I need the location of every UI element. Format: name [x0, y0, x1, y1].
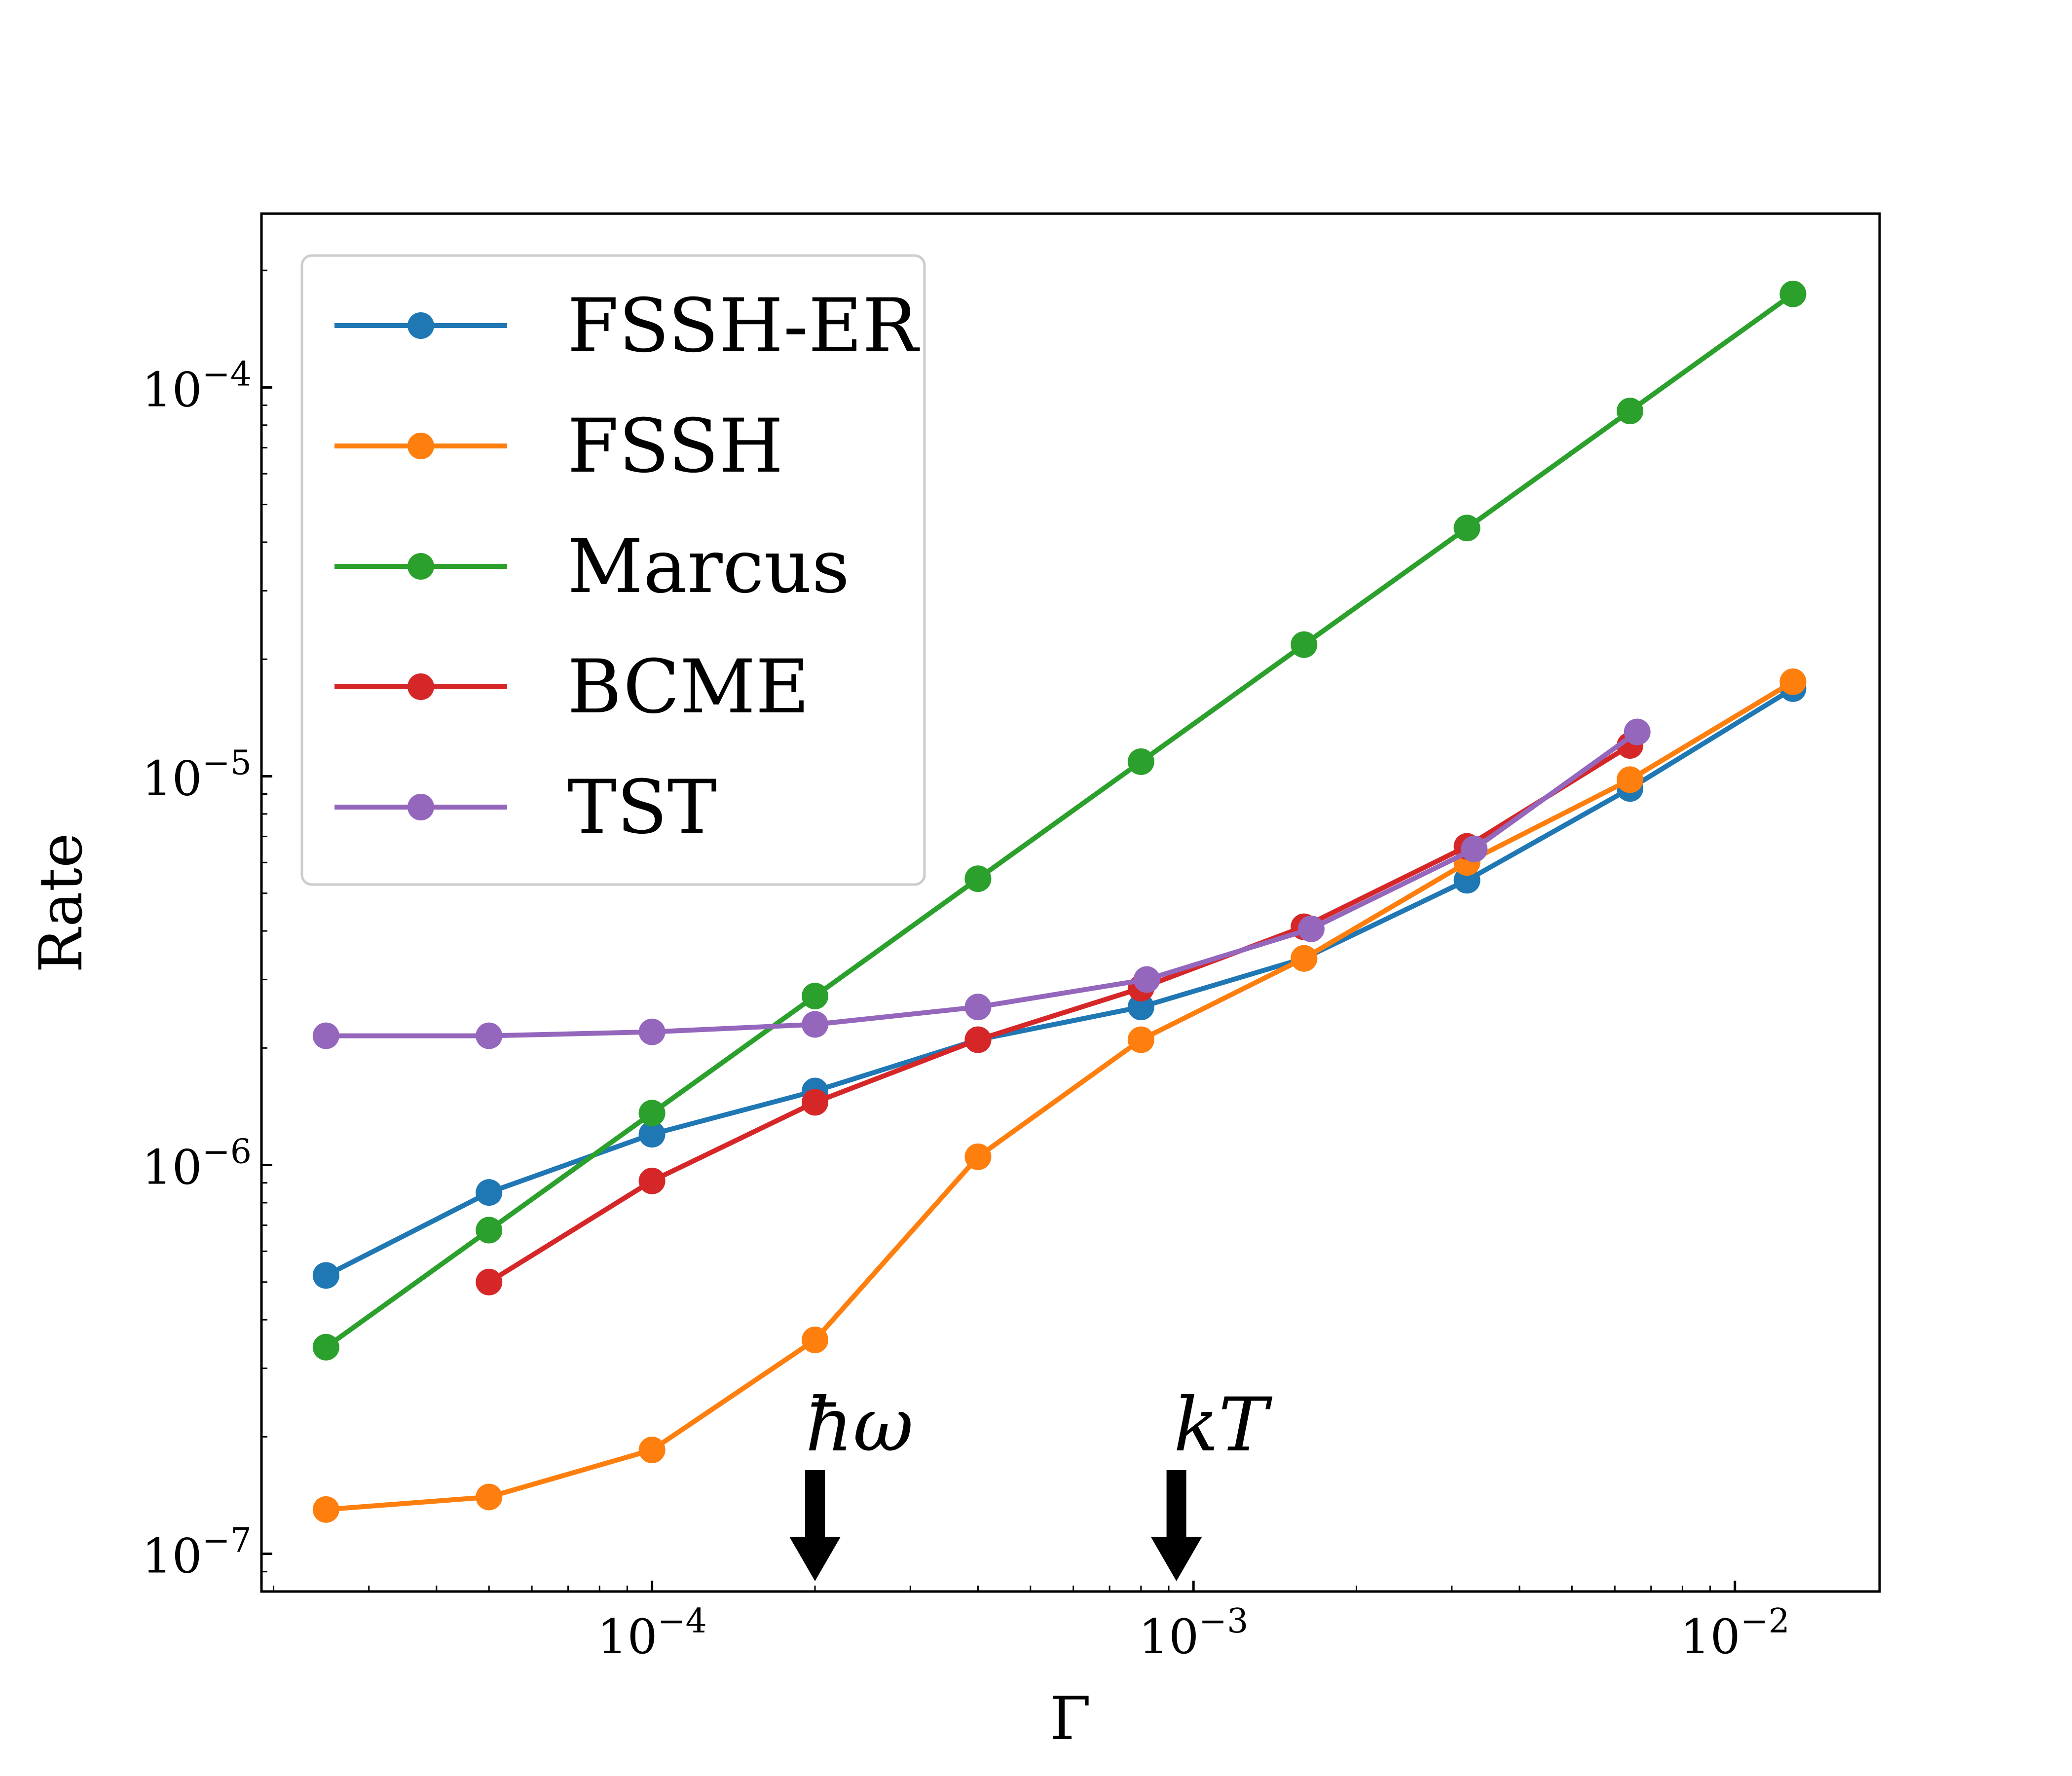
data-point-fssh	[1617, 766, 1644, 793]
y-tick-label: 10−5	[142, 743, 252, 806]
data-point-fssh	[638, 1437, 666, 1464]
series-line-marcus	[323, 291, 1796, 1350]
legend-label-marcus: Marcus	[567, 524, 850, 610]
data-point-tst	[802, 1011, 829, 1038]
data-point-marcus	[964, 865, 992, 892]
annotation-arrow-kT	[1150, 1470, 1202, 1581]
data-point-tst	[1297, 915, 1325, 942]
data-point-bcme	[638, 1167, 666, 1194]
data-point-fssh-er	[476, 1179, 503, 1206]
plot-frame	[260, 212, 1881, 1593]
data-point-tst	[312, 1022, 339, 1049]
annotation-arrow-hbar-omega	[789, 1470, 841, 1581]
data-point-tst	[1133, 966, 1160, 993]
data-point-marcus	[1291, 631, 1318, 658]
legend-box	[300, 254, 926, 886]
data-point-marcus	[638, 1100, 666, 1127]
data-point-tst	[476, 1022, 503, 1049]
y-tick-label: 10−6	[142, 1133, 252, 1195]
data-point-fssh	[476, 1483, 503, 1511]
annotation-label-hbar-omega: ħω	[806, 1382, 914, 1468]
data-point-fssh	[312, 1496, 339, 1523]
data-point-marcus	[802, 983, 829, 1010]
series-line-bcme	[486, 743, 1632, 1285]
axis-ticks: 10−4 10−3 10−2 10−7 10−6 10−5 10−4	[142, 269, 1790, 1665]
data-point-bcme	[964, 1026, 992, 1053]
data-point-fssh	[964, 1143, 992, 1170]
series-line-fssh	[323, 679, 1796, 1512]
legend-label-bcme: BCME	[567, 644, 810, 730]
data-point-fssh-er	[312, 1262, 339, 1289]
legend-marker-bcme	[407, 673, 434, 700]
data-point-marcus	[1127, 748, 1154, 775]
data-point-fssh	[1291, 945, 1318, 972]
plot-content	[312, 280, 1807, 1523]
data-point-marcus	[1617, 398, 1644, 425]
data-point-tst	[638, 1018, 666, 1045]
legend-label-fssh: FSSH	[567, 404, 783, 489]
data-point-bcme	[476, 1268, 503, 1295]
y-tick-label: 10−4	[142, 355, 252, 417]
data-point-marcus	[476, 1217, 503, 1244]
data-point-fssh	[802, 1327, 829, 1354]
legend-marker-marcus	[407, 553, 434, 580]
x-tick-label: 10−4	[597, 1602, 706, 1665]
series-line-fssh-er	[323, 686, 1796, 1278]
x-axis-label: Γ	[1050, 1685, 1091, 1753]
data-point-marcus	[312, 1333, 339, 1361]
data-point-tst	[964, 994, 992, 1021]
data-point-marcus	[1779, 280, 1807, 307]
y-axis-label: Rate	[27, 833, 96, 973]
annotations: ħω kT	[789, 1382, 1273, 1581]
data-point-tst	[1624, 718, 1651, 745]
x-tick-label: 10−3	[1139, 1602, 1248, 1665]
data-point-fssh	[1779, 668, 1807, 695]
annotation-label-kT: kT	[1174, 1382, 1273, 1468]
data-point-fssh-er	[1127, 994, 1154, 1021]
legend-marker-fssh-er	[407, 312, 434, 339]
data-point-fssh	[1127, 1026, 1154, 1053]
data-point-tst	[1461, 835, 1488, 862]
legend-label-tst: TST	[567, 765, 717, 851]
y-tick-label: 10−7	[142, 1521, 252, 1584]
legend: FSSH-ER FSSH Marcus BCME TST	[300, 254, 926, 886]
x-tick-label: 10−2	[1680, 1602, 1790, 1665]
data-point-fssh-er	[638, 1121, 666, 1148]
legend-label-fssh-er: FSSH-ER	[567, 283, 920, 369]
legend-marker-tst	[407, 794, 434, 820]
legend-marker-fssh	[407, 433, 434, 459]
data-point-marcus	[1453, 515, 1480, 542]
data-point-bcme	[802, 1089, 829, 1116]
